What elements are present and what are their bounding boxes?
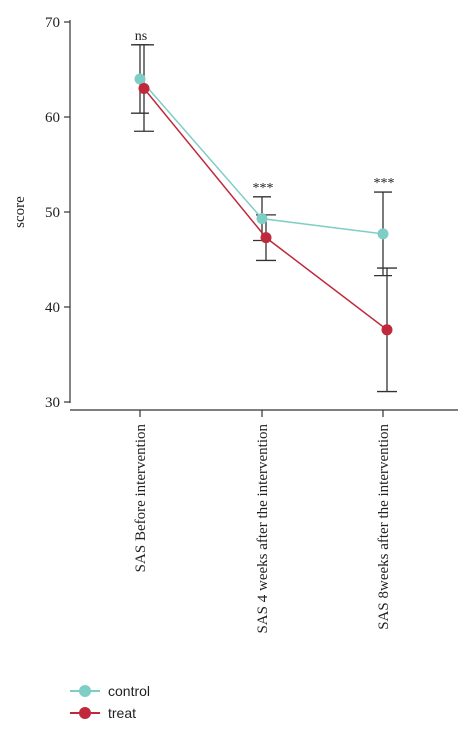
axes: 30 40 50 60 70 score SAS Before intervention SA… (12, 15, 458, 634)
legend-label-treat: treat (108, 705, 137, 721)
significance-label: ns (135, 29, 147, 44)
y-tick-label: 60 (45, 110, 60, 126)
y-tick-label: 50 (45, 205, 60, 221)
legend-label-control: control (108, 683, 151, 699)
data-point-treat (138, 83, 150, 94)
data-point-treat (260, 232, 272, 244)
significance-label: *** (253, 181, 274, 196)
legend: control treat (70, 680, 150, 724)
x-tick-label: SAS Before intervention (133, 424, 149, 573)
legend-item-control: control (70, 680, 150, 702)
significance-label: *** (374, 176, 395, 191)
annotations: ns *** *** (135, 29, 395, 196)
legend-swatch-treat (70, 706, 100, 720)
data-point-control (134, 73, 146, 85)
y-tick-label: 30 (45, 395, 60, 411)
legend-item-treat: treat (70, 702, 150, 724)
y-tick-label: 40 (45, 300, 60, 316)
data-point-control (377, 228, 389, 240)
data-point-control (256, 213, 268, 225)
y-axis-label: score (12, 196, 28, 228)
y-tick-label: 70 (45, 15, 60, 31)
legend-swatch-control (70, 684, 100, 698)
x-tick-label: SAS 4 weeks after the intervention (255, 424, 271, 634)
series-lines (139, 78, 388, 331)
data-point-treat (381, 324, 393, 336)
points (134, 73, 393, 336)
x-tick-label: SAS 8weeks after the intervention (376, 424, 392, 630)
